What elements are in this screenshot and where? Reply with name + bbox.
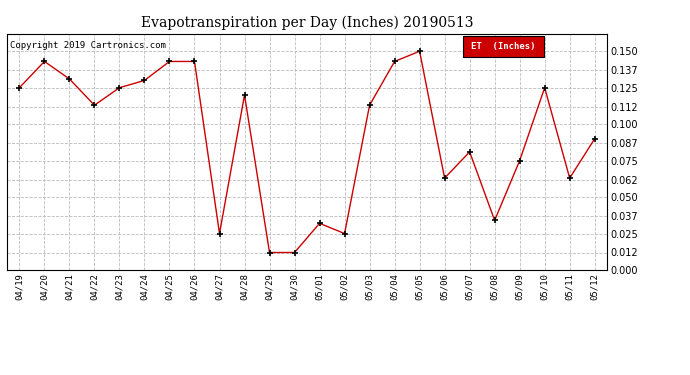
Text: ET  (Inches): ET (Inches) [471, 42, 536, 51]
Title: Evapotranspiration per Day (Inches) 20190513: Evapotranspiration per Day (Inches) 2019… [141, 15, 473, 30]
Text: Copyright 2019 Cartronics.com: Copyright 2019 Cartronics.com [10, 41, 166, 50]
Bar [463, 36, 544, 57]
